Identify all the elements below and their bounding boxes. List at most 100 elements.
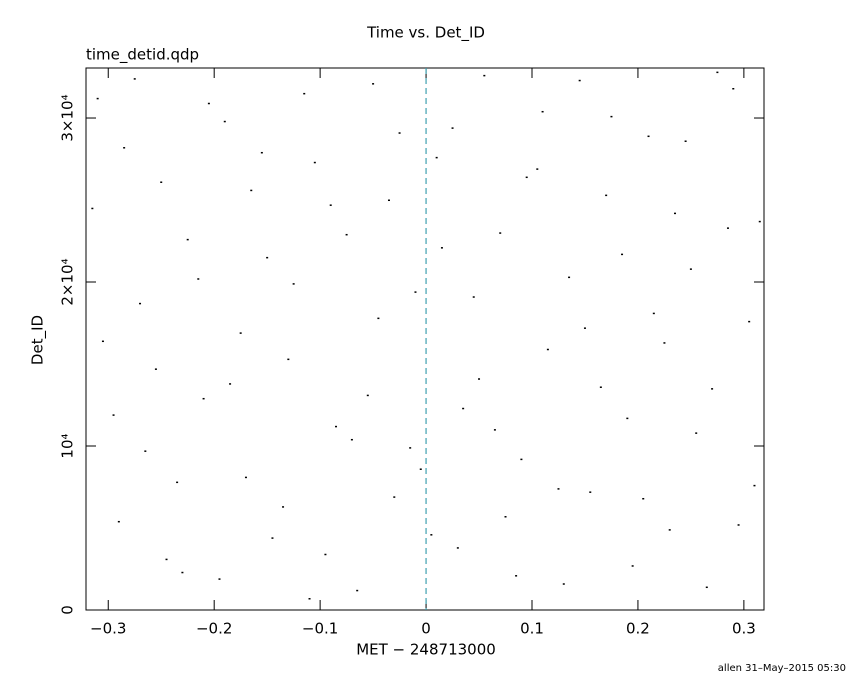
x-tick-label: −0.2 — [196, 620, 232, 638]
point — [758, 220, 761, 223]
point — [398, 132, 401, 134]
point — [244, 476, 247, 479]
point — [287, 358, 290, 361]
point — [250, 189, 253, 192]
point — [123, 147, 126, 149]
point — [626, 417, 629, 420]
point — [313, 161, 316, 164]
point — [117, 520, 120, 523]
point — [695, 432, 698, 434]
chart-subtitle: time_detid.qdp — [86, 46, 199, 65]
footer: allen 31–May–2015 05:30 — [718, 663, 846, 674]
point — [599, 386, 602, 388]
point — [435, 156, 438, 159]
point — [387, 199, 390, 202]
point — [605, 194, 608, 197]
point — [610, 115, 613, 118]
point — [112, 414, 115, 416]
point — [536, 168, 539, 170]
y-axis-label: Det_ID — [29, 315, 48, 365]
point — [483, 74, 486, 77]
y-tick-label: 3×10⁴ — [59, 94, 77, 141]
point — [197, 278, 200, 280]
point — [181, 571, 184, 574]
point — [154, 368, 157, 370]
point — [440, 247, 443, 249]
point — [91, 207, 94, 210]
point — [499, 232, 502, 234]
point — [101, 340, 104, 343]
point — [520, 458, 523, 461]
point — [493, 429, 496, 431]
point — [335, 425, 338, 428]
point — [647, 135, 650, 138]
point — [525, 176, 528, 179]
point — [266, 256, 269, 259]
point — [133, 78, 136, 80]
point — [414, 291, 417, 293]
x-axis-label: MET − 248713000 — [356, 641, 496, 659]
point — [303, 92, 306, 95]
point — [239, 332, 242, 334]
point — [282, 506, 285, 508]
x-tick-label: 0 — [421, 620, 431, 638]
point — [737, 524, 740, 526]
point — [144, 450, 147, 452]
point — [589, 491, 592, 493]
point — [705, 586, 708, 589]
point — [419, 468, 422, 470]
point — [366, 394, 369, 397]
point — [726, 227, 729, 229]
x-tick-label: 0.3 — [732, 620, 756, 638]
point — [668, 529, 671, 531]
point — [372, 83, 375, 85]
point — [642, 497, 645, 500]
point — [207, 102, 210, 105]
point — [350, 438, 353, 441]
point — [329, 204, 332, 206]
point — [202, 397, 205, 400]
x-tick-label: 0.1 — [520, 620, 544, 638]
point — [409, 447, 412, 449]
point — [292, 283, 295, 285]
x-tick-label: 0.2 — [626, 620, 650, 638]
point — [562, 583, 565, 585]
point — [652, 312, 655, 315]
point — [578, 79, 581, 82]
point — [716, 71, 719, 74]
point — [176, 481, 179, 484]
point — [711, 388, 714, 390]
point — [218, 578, 221, 580]
point — [732, 87, 735, 90]
point — [684, 140, 687, 142]
point — [568, 276, 571, 279]
point — [377, 317, 380, 320]
point — [546, 348, 549, 351]
point — [621, 253, 624, 256]
y-tick-label: 10⁴ — [59, 433, 77, 458]
point — [356, 589, 359, 592]
point — [393, 496, 396, 498]
point — [96, 97, 99, 100]
point — [583, 327, 586, 329]
point — [324, 553, 327, 556]
point — [223, 120, 226, 123]
point — [663, 342, 666, 344]
point — [748, 320, 751, 323]
point — [753, 484, 756, 487]
point — [478, 378, 481, 380]
x-tick-label: −0.3 — [90, 620, 126, 638]
point — [451, 127, 454, 129]
point — [504, 516, 507, 518]
point — [271, 537, 274, 539]
point — [462, 407, 465, 410]
point — [160, 181, 163, 183]
point — [515, 575, 518, 577]
point — [345, 233, 348, 236]
chart-title: Time vs. Det_ID — [366, 24, 485, 43]
point — [229, 383, 232, 385]
point — [557, 488, 560, 490]
point — [430, 534, 433, 536]
y-tick-label: 0 — [59, 605, 77, 615]
